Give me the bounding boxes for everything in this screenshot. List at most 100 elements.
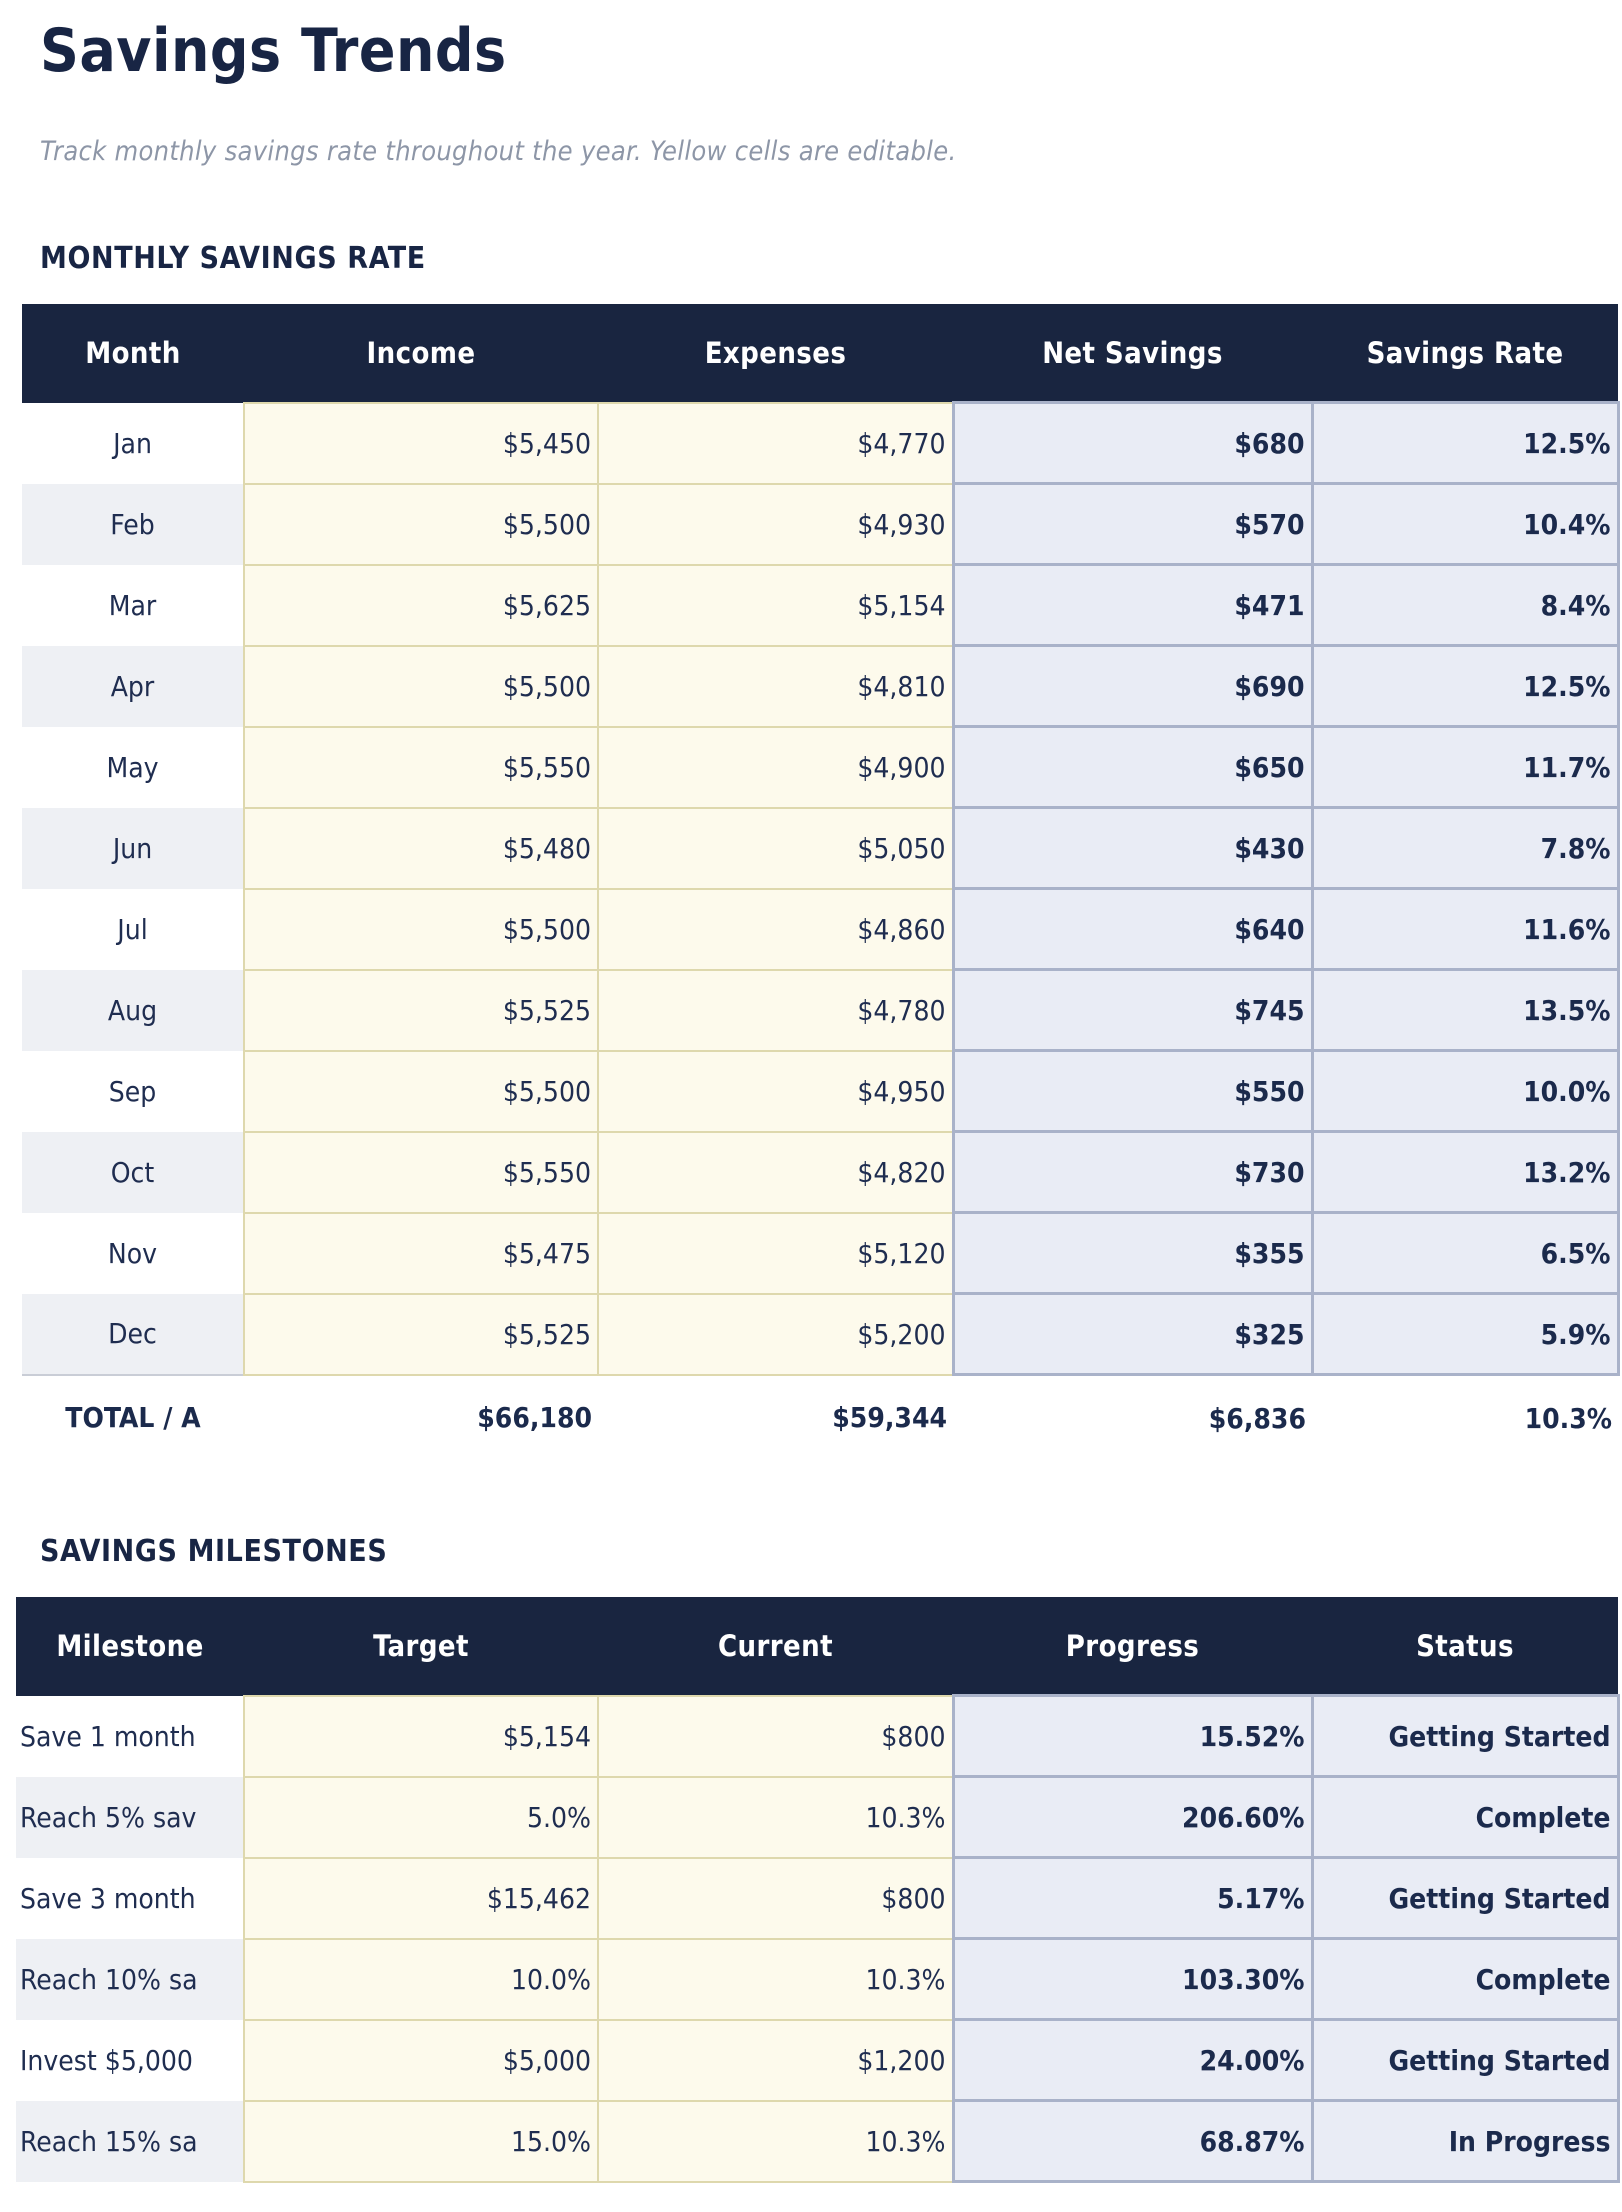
month-label: Jun <box>22 807 244 889</box>
table-row: Reach 5% sav 5.0% 10.3% 206.60% Complete <box>16 1775 1620 1859</box>
net-savings-cell: $730 <box>951 1130 1314 1214</box>
table-row: Dec $5,525 $5,200 $325 5.9% <box>22 1292 1620 1376</box>
table-row: Aug $5,525 $4,780 $745 13.5% <box>22 968 1620 1052</box>
income-cell[interactable]: $5,500 <box>243 482 599 566</box>
income-cell[interactable]: $5,525 <box>243 1292 599 1376</box>
income-cell[interactable]: $5,550 <box>243 725 599 809</box>
col-header-income: Income <box>244 304 598 403</box>
table-row: Oct $5,550 $4,820 $730 13.2% <box>22 1130 1620 1214</box>
net-savings-cell: $640 <box>951 887 1314 971</box>
expenses-cell[interactable]: $4,810 <box>597 644 954 728</box>
table-row: Jul $5,500 $4,860 $640 11.6% <box>22 887 1620 971</box>
col-header-progress: Progress <box>953 1597 1312 1696</box>
expenses-cell[interactable]: $4,770 <box>597 401 954 485</box>
target-cell[interactable]: $15,462 <box>243 1856 599 1940</box>
col-header-month: Month <box>22 304 244 403</box>
income-cell[interactable]: $5,500 <box>243 887 599 971</box>
target-cell[interactable]: 15.0% <box>243 2099 599 2183</box>
status-cell: Getting Started <box>1310 1856 1620 1940</box>
income-cell[interactable]: $5,625 <box>243 563 599 647</box>
total-net-savings: $6,836 <box>953 1373 1312 1460</box>
savings-rate-cell: 11.6% <box>1310 887 1620 971</box>
table-row: May $5,550 $4,900 $650 11.7% <box>22 725 1620 809</box>
table-row: Reach 15% sa 15.0% 10.3% 68.87% In Progr… <box>16 2099 1620 2183</box>
target-cell[interactable]: $5,000 <box>243 2018 599 2102</box>
net-savings-cell: $550 <box>951 1049 1314 1133</box>
income-cell[interactable]: $5,500 <box>243 644 599 728</box>
table-row: Save 1 month $5,154 $800 15.52% Getting … <box>16 1694 1620 1778</box>
net-savings-cell: $355 <box>951 1211 1314 1295</box>
income-cell[interactable]: $5,480 <box>243 806 599 890</box>
expenses-cell[interactable]: $5,154 <box>597 563 954 647</box>
expenses-cell[interactable]: $5,200 <box>597 1292 954 1376</box>
total-label: TOTAL / A <box>22 1373 244 1460</box>
current-cell[interactable]: $800 <box>597 1694 954 1778</box>
savings-trends-page: Savings Trends Track monthly savings rat… <box>0 16 1622 2183</box>
savings-rate-cell: 13.5% <box>1310 968 1620 1052</box>
milestone-label: Reach 5% sav <box>16 1776 244 1858</box>
progress-cell: 15.52% <box>951 1694 1314 1778</box>
expenses-cell[interactable]: $5,120 <box>597 1211 954 1295</box>
status-cell: Complete <box>1310 1775 1620 1859</box>
col-header-current: Current <box>598 1597 953 1696</box>
expenses-cell[interactable]: $4,900 <box>597 725 954 809</box>
month-label: Nov <box>22 1212 244 1294</box>
milestones-section-title: SAVINGS MILESTONES <box>40 1534 388 1569</box>
current-cell[interactable]: $800 <box>597 1856 954 1940</box>
progress-cell: 103.30% <box>951 1937 1314 2021</box>
target-cell[interactable]: $5,154 <box>243 1694 599 1778</box>
net-savings-cell: $325 <box>951 1292 1314 1376</box>
milestone-label: Invest $5,000 <box>16 2019 244 2101</box>
progress-cell: 206.60% <box>951 1775 1314 1859</box>
month-label: Sep <box>22 1050 244 1132</box>
income-cell[interactable]: $5,550 <box>243 1130 599 1214</box>
expenses-cell[interactable]: $4,780 <box>597 968 954 1052</box>
savings-rate-cell: 7.8% <box>1310 806 1620 890</box>
table-row: Nov $5,475 $5,120 $355 6.5% <box>22 1211 1620 1295</box>
savings-rate-cell: 13.2% <box>1310 1130 1620 1214</box>
expenses-cell[interactable]: $4,930 <box>597 482 954 566</box>
current-cell[interactable]: 10.3% <box>597 1775 954 1859</box>
col-header-milestone: Milestone <box>16 1597 244 1696</box>
net-savings-cell: $570 <box>951 482 1314 566</box>
net-savings-cell: $690 <box>951 644 1314 728</box>
income-cell[interactable]: $5,475 <box>243 1211 599 1295</box>
progress-cell: 24.00% <box>951 2018 1314 2102</box>
savings-rate-cell: 10.4% <box>1310 482 1620 566</box>
table-row: Apr $5,500 $4,810 $690 12.5% <box>22 644 1620 728</box>
current-cell[interactable]: 10.3% <box>597 2099 954 2183</box>
net-savings-cell: $680 <box>951 401 1314 485</box>
expenses-cell[interactable]: $4,820 <box>597 1130 954 1214</box>
savings-milestones-table: Milestone Target Current Progress Status… <box>16 1597 1620 2183</box>
current-cell[interactable]: 10.3% <box>597 1937 954 2021</box>
milestone-label: Save 1 month <box>16 1695 244 1777</box>
progress-cell: 5.17% <box>951 1856 1314 1940</box>
current-cell[interactable]: $1,200 <box>597 2018 954 2102</box>
progress-cell: 68.87% <box>951 2099 1314 2183</box>
month-label: May <box>22 726 244 808</box>
expenses-cell[interactable]: $4,950 <box>597 1049 954 1133</box>
status-cell: Getting Started <box>1310 2018 1620 2102</box>
col-header-savings-rate: Savings Rate <box>1312 304 1618 403</box>
month-label: Jul <box>22 888 244 970</box>
status-cell: In Progress <box>1310 2099 1620 2183</box>
status-cell: Getting Started <box>1310 1694 1620 1778</box>
status-cell: Complete <box>1310 1937 1620 2021</box>
table-row: Jan $5,450 $4,770 $680 12.5% <box>22 401 1620 485</box>
expenses-cell[interactable]: $5,050 <box>597 806 954 890</box>
savings-rate-cell: 12.5% <box>1310 644 1620 728</box>
income-cell[interactable]: $5,500 <box>243 1049 599 1133</box>
month-label: Oct <box>22 1131 244 1213</box>
milestone-label: Save 3 month <box>16 1857 244 1939</box>
table-row: Mar $5,625 $5,154 $471 8.4% <box>22 563 1620 647</box>
expenses-cell[interactable]: $4,860 <box>597 887 954 971</box>
income-cell[interactable]: $5,525 <box>243 968 599 1052</box>
page-subtitle: Track monthly savings rate throughout th… <box>40 136 957 167</box>
savings-rate-cell: 8.4% <box>1310 563 1620 647</box>
income-cell[interactable]: $5,450 <box>243 401 599 485</box>
net-savings-cell: $471 <box>951 563 1314 647</box>
target-cell[interactable]: 5.0% <box>243 1775 599 1859</box>
table-row: Reach 10% sa 10.0% 10.3% 103.30% Complet… <box>16 1937 1620 2021</box>
page-title: Savings Trends <box>40 16 507 86</box>
target-cell[interactable]: 10.0% <box>243 1937 599 2021</box>
